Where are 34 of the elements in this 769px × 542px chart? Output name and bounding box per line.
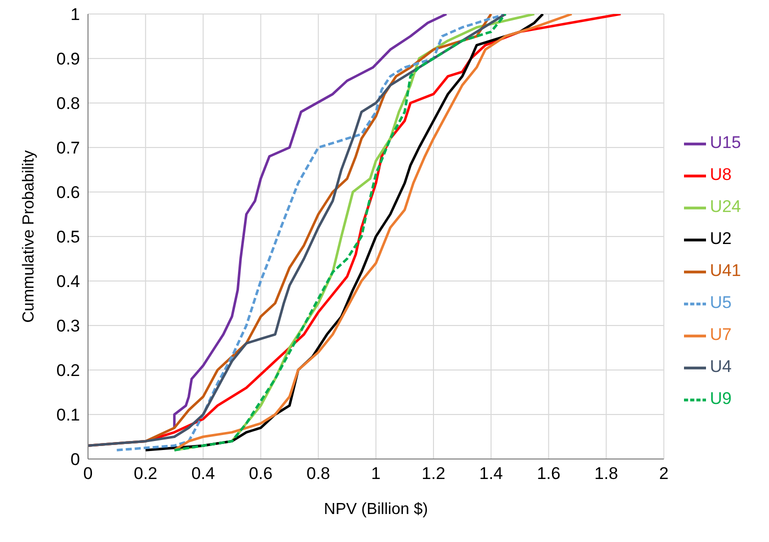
y-tick-label: 0.4 — [56, 272, 80, 292]
y-tick-label: 0 — [70, 450, 80, 470]
legend-label: U41 — [710, 261, 741, 280]
line-series — [173, 14, 448, 430]
y-tick-label: 0.9 — [56, 50, 80, 69]
x-tick-label: 1.2 — [422, 464, 446, 484]
legend-label: U7 — [710, 325, 732, 344]
x-tick-label: 0.4 — [191, 464, 215, 484]
x-tick-label: 1.4 — [479, 464, 503, 484]
y-tick-label: 1 — [70, 5, 80, 24]
y-tick-label: 0.2 — [56, 361, 80, 380]
x-tick-label: 1.6 — [536, 464, 560, 484]
legend-label: U2 — [710, 229, 732, 248]
x-tick-label: 1 — [371, 464, 381, 484]
legend-label: U24 — [710, 197, 741, 216]
x-tick-label: 0.2 — [134, 464, 158, 484]
y-tick-label: 0.7 — [56, 138, 80, 158]
y-tick-label: 0.5 — [56, 228, 80, 247]
x-tick-label: 0.8 — [306, 464, 330, 484]
y-tick-label: 0.3 — [56, 316, 80, 336]
y-tick-label: 0.8 — [56, 94, 80, 114]
x-tick-label: 0.6 — [248, 464, 273, 484]
legend-label: U15 — [710, 133, 741, 152]
legend-label: U5 — [710, 293, 732, 312]
x-axis-title: NPV (Billion $) — [324, 501, 428, 518]
legend-label: U9 — [710, 389, 732, 408]
legend-label: U8 — [710, 165, 732, 184]
x-tick-label: 0 — [83, 464, 93, 484]
x-tick-label: 2 — [659, 464, 669, 484]
x-tick-label: 1.8 — [594, 464, 618, 484]
y-axis-title: Cummulative Probability — [20, 150, 38, 323]
y-tick-label: 0.1 — [56, 406, 80, 425]
legend-label: U4 — [710, 357, 732, 376]
y-tick-label: 0.6 — [56, 183, 80, 202]
